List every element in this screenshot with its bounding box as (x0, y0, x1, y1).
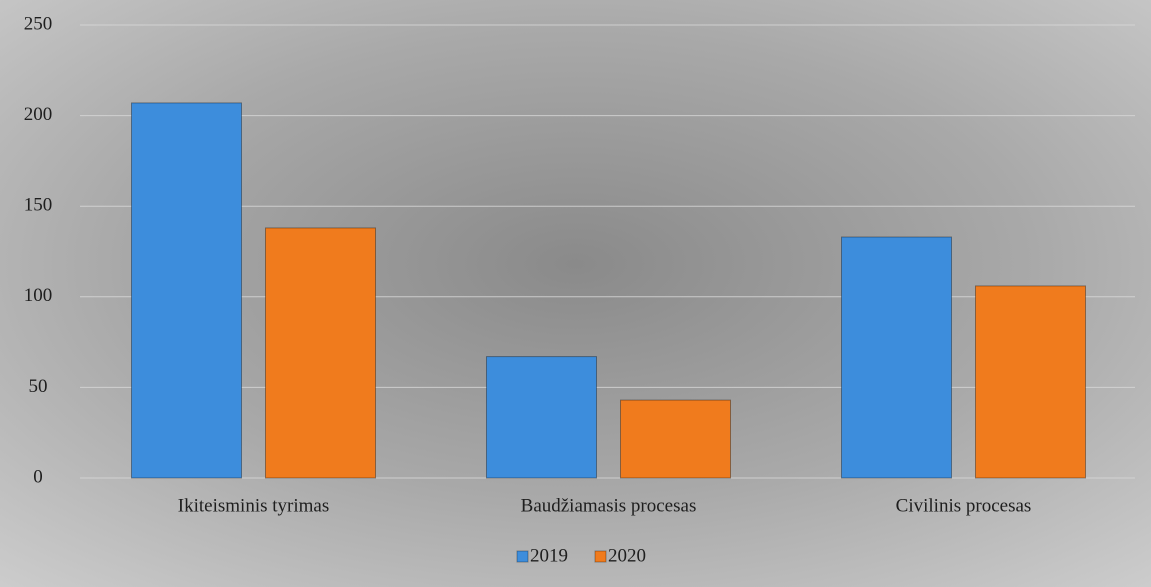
y-tick-label: 0 (33, 466, 43, 487)
x-tick-label: Ikiteisminis tyrimas (178, 495, 329, 516)
y-tick-label: 250 (24, 13, 53, 34)
y-tick-label: 200 (24, 104, 53, 125)
y-tick-label: 50 (29, 376, 48, 397)
legend-label: 2020 (608, 545, 646, 566)
y-tick-label: 150 (24, 195, 53, 216)
x-tick-label: Baudžiamasis procesas (521, 495, 697, 516)
y-tick-label: 100 (24, 285, 53, 306)
bar (975, 285, 1086, 479)
legend-swatch (516, 550, 529, 563)
bar (486, 356, 597, 479)
bar (265, 227, 376, 479)
bar (620, 399, 731, 479)
legend-swatch (594, 550, 607, 563)
bar (131, 102, 242, 479)
x-tick-label: Civilinis procesas (896, 495, 1032, 516)
legend-label: 2019 (530, 545, 568, 566)
bar (841, 236, 952, 479)
